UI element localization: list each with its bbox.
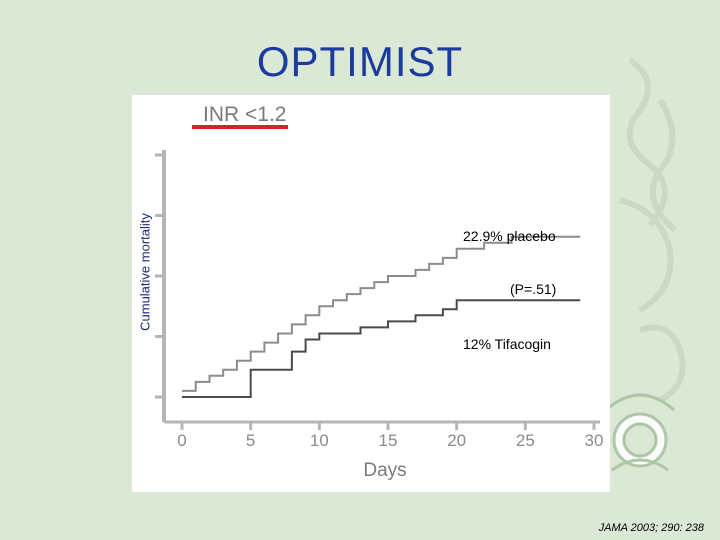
x-axis-label: Days: [363, 460, 406, 481]
chart-title-underline: [192, 125, 288, 129]
x-tick-label: 30: [585, 431, 604, 450]
citation: JAMA 2003; 290: 238: [598, 522, 704, 534]
x-tick-label: 25: [516, 431, 535, 450]
slide-title: OPTIMIST: [256, 38, 464, 85]
x-tick-label: 20: [447, 431, 466, 450]
annotation-tifacogin: 12% Tifacogin: [463, 336, 551, 352]
ornament: [605, 393, 675, 472]
annotation-placebo: 22.9% placebo: [463, 228, 556, 244]
x-tick-label: 10: [310, 431, 329, 450]
x-tick-label: 0: [177, 431, 186, 450]
x-tick-label: 15: [379, 431, 398, 450]
chart-panel: [132, 95, 610, 492]
series-placebo-line: [182, 235, 581, 392]
annotation-p-value: (P=.51): [510, 281, 556, 297]
y-axis-label: Cumulative mortality: [137, 213, 153, 331]
chart-title: INR <1.2: [203, 103, 286, 126]
series-tifacogin-line: [182, 299, 581, 398]
x-tick-label: 5: [246, 431, 255, 450]
